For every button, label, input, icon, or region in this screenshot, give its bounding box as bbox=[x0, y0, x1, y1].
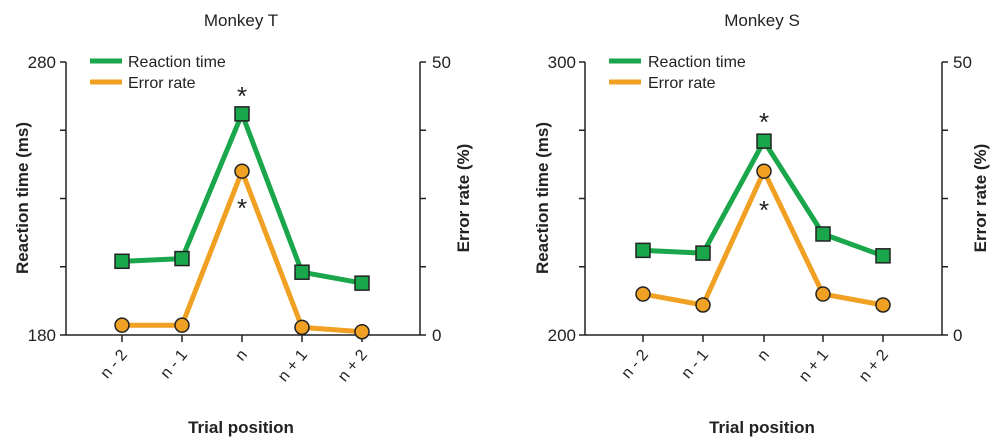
reaction-time-point bbox=[114, 253, 130, 270]
significance-star-error-rate: * bbox=[759, 195, 769, 225]
x-tick-label: n + 1 bbox=[275, 347, 311, 386]
right-tick-top: 50 bbox=[432, 53, 451, 72]
error-rate-point bbox=[114, 317, 130, 333]
legend-label-reaction-time: Reaction time bbox=[128, 54, 226, 71]
chart-title: Monkey S bbox=[724, 11, 800, 30]
x-tick-label: n bbox=[754, 347, 773, 365]
x-tick-label: n - 2 bbox=[618, 347, 652, 383]
reaction-time-point bbox=[234, 106, 250, 122]
error-rate-point bbox=[815, 286, 831, 302]
error-rate-point bbox=[174, 317, 190, 333]
reaction-time-point bbox=[695, 245, 711, 261]
left-tick-bottom: 200 bbox=[548, 326, 576, 345]
left-axis-label: Reaction time (ms) bbox=[13, 122, 32, 274]
reaction-time-point bbox=[815, 226, 831, 242]
x-tick-label: n + 2 bbox=[856, 347, 892, 386]
reaction-time-point bbox=[756, 133, 772, 149]
chart-title: Monkey T bbox=[204, 11, 278, 30]
error-rate-point bbox=[875, 297, 891, 313]
legend-label-error-rate: Error rate bbox=[648, 75, 716, 92]
x-axis-label: Trial position bbox=[188, 418, 294, 437]
error-rate-point bbox=[294, 319, 310, 336]
error-rate-point bbox=[695, 297, 711, 313]
left-tick-bottom: 180 bbox=[28, 326, 56, 345]
x-tick-label: n - 2 bbox=[97, 347, 131, 383]
x-tick-label: n + 2 bbox=[335, 347, 371, 386]
right-tick-top: 50 bbox=[953, 53, 972, 72]
significance-star-reaction-time: * bbox=[237, 81, 247, 111]
right-tick-bottom: 0 bbox=[432, 326, 441, 345]
right-tick-bottom: 0 bbox=[953, 326, 962, 345]
left-tick-top: 280 bbox=[28, 53, 56, 72]
x-tick-label: n - 1 bbox=[678, 347, 712, 383]
reaction-time-point bbox=[294, 264, 310, 280]
reaction-time-point bbox=[635, 242, 651, 259]
significance-star-error-rate: * bbox=[237, 193, 247, 223]
legend-label-reaction-time: Reaction time bbox=[648, 54, 746, 71]
right-axis-label: Error rate (%) bbox=[971, 144, 990, 253]
error-rate-point bbox=[756, 163, 772, 179]
left-axis-label: Reaction time (ms) bbox=[533, 122, 552, 274]
panel-monkey-s: Monkey S Trial position Reaction time (m… bbox=[533, 11, 990, 437]
left-tick-top: 300 bbox=[548, 53, 576, 72]
reaction-time-point bbox=[174, 250, 190, 267]
legend-label-error-rate: Error rate bbox=[128, 75, 196, 92]
error-rate-line bbox=[642, 168, 884, 308]
x-axis-label: Trial position bbox=[709, 418, 815, 437]
significance-star-reaction-time: * bbox=[759, 107, 769, 137]
error-rate-point bbox=[234, 163, 250, 179]
reaction-time-point bbox=[354, 275, 370, 291]
reaction-time-point bbox=[875, 248, 891, 264]
panel-monkey-t: Monkey T Trial position Reaction time (m… bbox=[13, 11, 473, 437]
x-tick-label: n + 1 bbox=[796, 347, 832, 386]
right-axis-label: Error rate (%) bbox=[454, 144, 473, 253]
x-tick-label: n - 1 bbox=[157, 347, 191, 383]
error-rate-point bbox=[635, 286, 651, 302]
x-tick-label: n bbox=[232, 347, 251, 365]
error-rate-point bbox=[354, 323, 370, 340]
